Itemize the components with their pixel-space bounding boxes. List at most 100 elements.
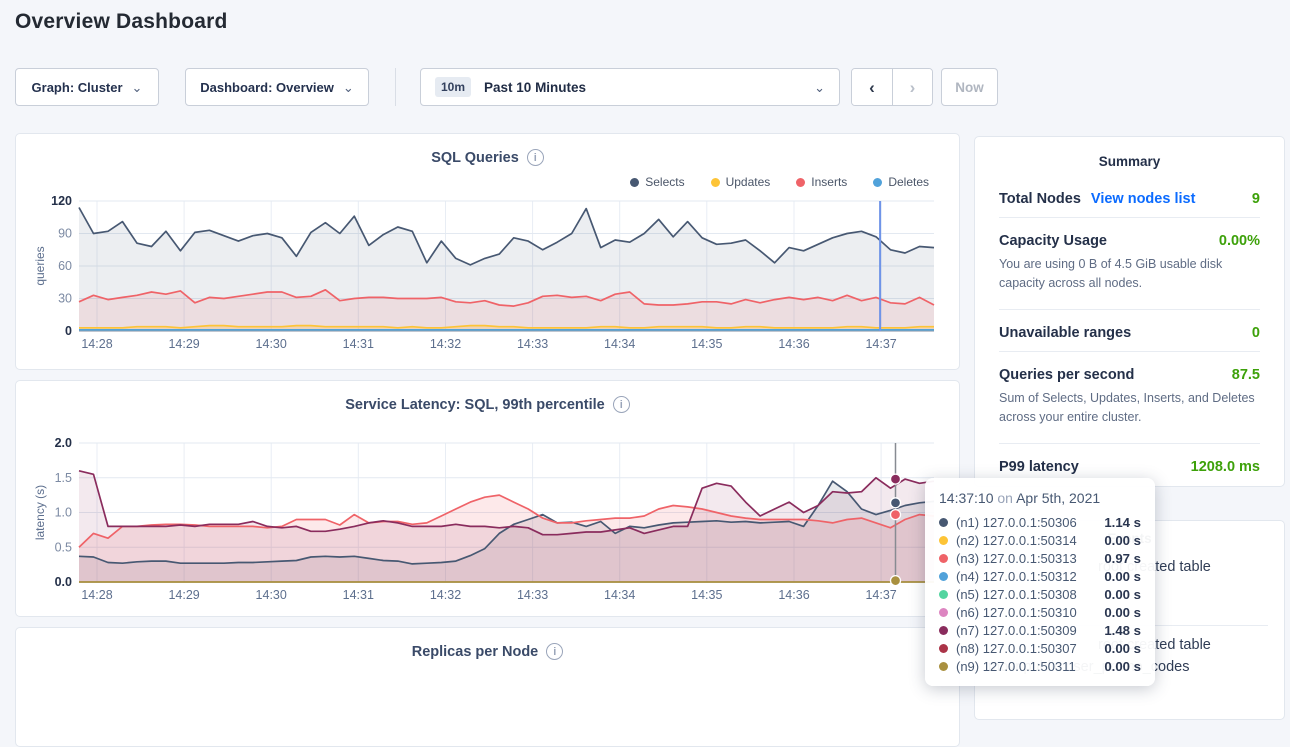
summary-panel: Summary Total Nodes View nodes list 9 Ca… (974, 136, 1285, 487)
svg-text:14:28: 14:28 (81, 588, 112, 602)
chevron-down-icon: ⌄ (342, 79, 354, 95)
svg-text:14:36: 14:36 (778, 337, 809, 351)
latency-value: 0.00 s (1104, 658, 1141, 674)
series-dot (939, 571, 948, 581)
latency-value: 0.97 s (1104, 550, 1141, 566)
node-address: (n8) 127.0.0.1:50307 (956, 640, 1077, 656)
legend-label: Selects (645, 175, 685, 189)
svg-text:14:33: 14:33 (517, 588, 548, 602)
series-dot (939, 589, 948, 599)
chevron-right-icon: › (909, 77, 916, 97)
qps-value: 87.5 (1231, 366, 1260, 383)
qps-label: Queries per second (999, 366, 1135, 383)
svg-text:14:30: 14:30 (256, 337, 287, 351)
svg-text:14:28: 14:28 (81, 337, 112, 351)
summary-title: Summary (1098, 154, 1161, 169)
sql-queries-chart[interactable]: 14:28 14:29 14:30 14:31 14:32 14:33 14:34 14:35… (31, 191, 946, 355)
series-dot (939, 607, 948, 617)
legend-item[interactable]: Selects (630, 175, 685, 189)
chart-tooltip: 14:37:10 on Apr 5th, 2021 (n1) 127.0.0.1… (925, 478, 1155, 686)
divider (999, 442, 1260, 444)
tooltip-row: (n9) 127.0.0.1:50311 0.00 s (939, 657, 1141, 675)
time-range-dropdown[interactable]: 10m Past 10 Minutes ⌄ (420, 68, 840, 106)
svg-text:14:37: 14:37 (865, 337, 896, 351)
series-dot (939, 643, 948, 653)
svg-text:1.0: 1.0 (55, 506, 72, 520)
svg-text:0.0: 0.0 (55, 575, 72, 589)
node-address: (n9) 127.0.0.1:50311 (956, 658, 1076, 674)
node-address: (n3) 127.0.0.1:50313 (956, 550, 1077, 566)
tooltip-row: (n6) 127.0.0.1:50310 0.00 s (939, 603, 1141, 621)
legend-label: Deletes (888, 175, 929, 189)
svg-text:14:35: 14:35 (691, 588, 722, 602)
latency-value: 1.48 s (1104, 622, 1141, 638)
tooltip-row: (n5) 127.0.0.1:50308 0.00 s (939, 585, 1141, 603)
next-range-button[interactable]: › (892, 69, 932, 105)
tooltip-row: (n2) 127.0.0.1:50314 0.00 s (939, 531, 1141, 549)
capacity-usage-label: Capacity Usage (999, 233, 1107, 249)
svg-text:14:37: 14:37 (865, 588, 896, 602)
legend-item[interactable]: Inserts (796, 175, 847, 189)
svg-text:14:34: 14:34 (604, 588, 635, 602)
tooltip-row: (n3) 127.0.0.1:50313 0.97 s (939, 549, 1141, 567)
latency-value: 0.00 s (1104, 640, 1141, 656)
p99-latency-label: P99 latency (999, 458, 1079, 475)
legend-dot (630, 177, 640, 187)
svg-text:queries: queries (33, 246, 47, 285)
legend-dot (710, 177, 720, 187)
divider (999, 308, 1260, 310)
time-nav-group: ‹ › (851, 68, 933, 106)
tooltip-row: (n7) 127.0.0.1:50309 1.48 s (939, 621, 1141, 639)
legend-item[interactable]: Deletes (873, 175, 929, 189)
info-icon[interactable]: i (546, 643, 564, 660)
legend-dot (796, 177, 806, 187)
info-icon[interactable]: i (526, 149, 544, 166)
divider (999, 217, 1260, 218)
tooltip-timestamp: 14:37:10 on Apr 5th, 2021 (939, 490, 1101, 506)
total-nodes-value: 9 (1251, 191, 1260, 207)
node-address: (n5) 127.0.0.1:50308 (956, 586, 1077, 602)
chevron-down-icon: ⌄ (131, 79, 143, 95)
graph-dropdown-label: Graph: Cluster (31, 79, 123, 95)
svg-text:0.5: 0.5 (55, 540, 72, 554)
p99-latency-value: 1208.0 ms (1190, 458, 1260, 475)
latency-value: 0.00 s (1104, 532, 1141, 548)
svg-text:1.5: 1.5 (55, 471, 72, 485)
latency-value: 0.00 s (1104, 586, 1141, 602)
unavailable-ranges-label: Unavailable ranges (999, 324, 1132, 341)
svg-text:30: 30 (58, 292, 72, 306)
capacity-usage-value: 0.00% (1218, 233, 1260, 249)
unavailable-ranges-value: 0 (1251, 324, 1260, 341)
svg-text:14:36: 14:36 (778, 588, 809, 602)
chart-title: SQL Queries (431, 149, 519, 166)
page-title: Overview Dashboard (15, 10, 228, 33)
chevron-left-icon: ‹ (869, 77, 875, 97)
now-button[interactable]: Now (941, 68, 998, 106)
info-icon[interactable]: i (612, 396, 630, 413)
node-address: (n6) 127.0.0.1:50310 (956, 604, 1077, 620)
series-dot (939, 625, 948, 635)
qps-caption: Sum of Selects, Updates, Inserts, and De… (999, 390, 1255, 425)
total-nodes-label: Total Nodes (999, 191, 1081, 207)
dashboard-dropdown-label: Dashboard: Overview (200, 79, 334, 95)
svg-text:14:29: 14:29 (168, 588, 199, 602)
svg-text:latency (s): latency (s) (33, 485, 47, 540)
svg-text:14:32: 14:32 (430, 588, 461, 602)
dashboard-dropdown[interactable]: Dashboard: Overview ⌄ (185, 68, 369, 106)
legend-item[interactable]: Updates (710, 175, 770, 189)
svg-text:14:29: 14:29 (168, 337, 199, 351)
chevron-down-icon: ⌄ (814, 79, 825, 95)
node-address: (n4) 127.0.0.1:50312 (956, 568, 1077, 584)
series-dot (939, 517, 948, 527)
svg-text:14:31: 14:31 (343, 588, 374, 602)
latency-value: 1.14 s (1104, 514, 1141, 530)
service-latency-chart[interactable]: 14:28 14:29 14:30 14:31 14:32 14:33 14:34 14:35… (31, 421, 946, 606)
graph-dropdown[interactable]: Graph: Cluster ⌄ (15, 68, 159, 106)
range-label: Past 10 Minutes (484, 79, 587, 95)
tooltip-row: (n4) 127.0.0.1:50312 0.00 s (939, 567, 1141, 585)
chart-title: Replicas per Node (411, 643, 539, 660)
sql-queries-card: SQL Queries i Selects Updates Inserts Delet… (15, 133, 960, 370)
view-nodes-link[interactable]: View nodes list (1090, 191, 1196, 207)
node-address: (n2) 127.0.0.1:50314 (956, 532, 1077, 548)
prev-range-button[interactable]: ‹ (852, 69, 892, 105)
